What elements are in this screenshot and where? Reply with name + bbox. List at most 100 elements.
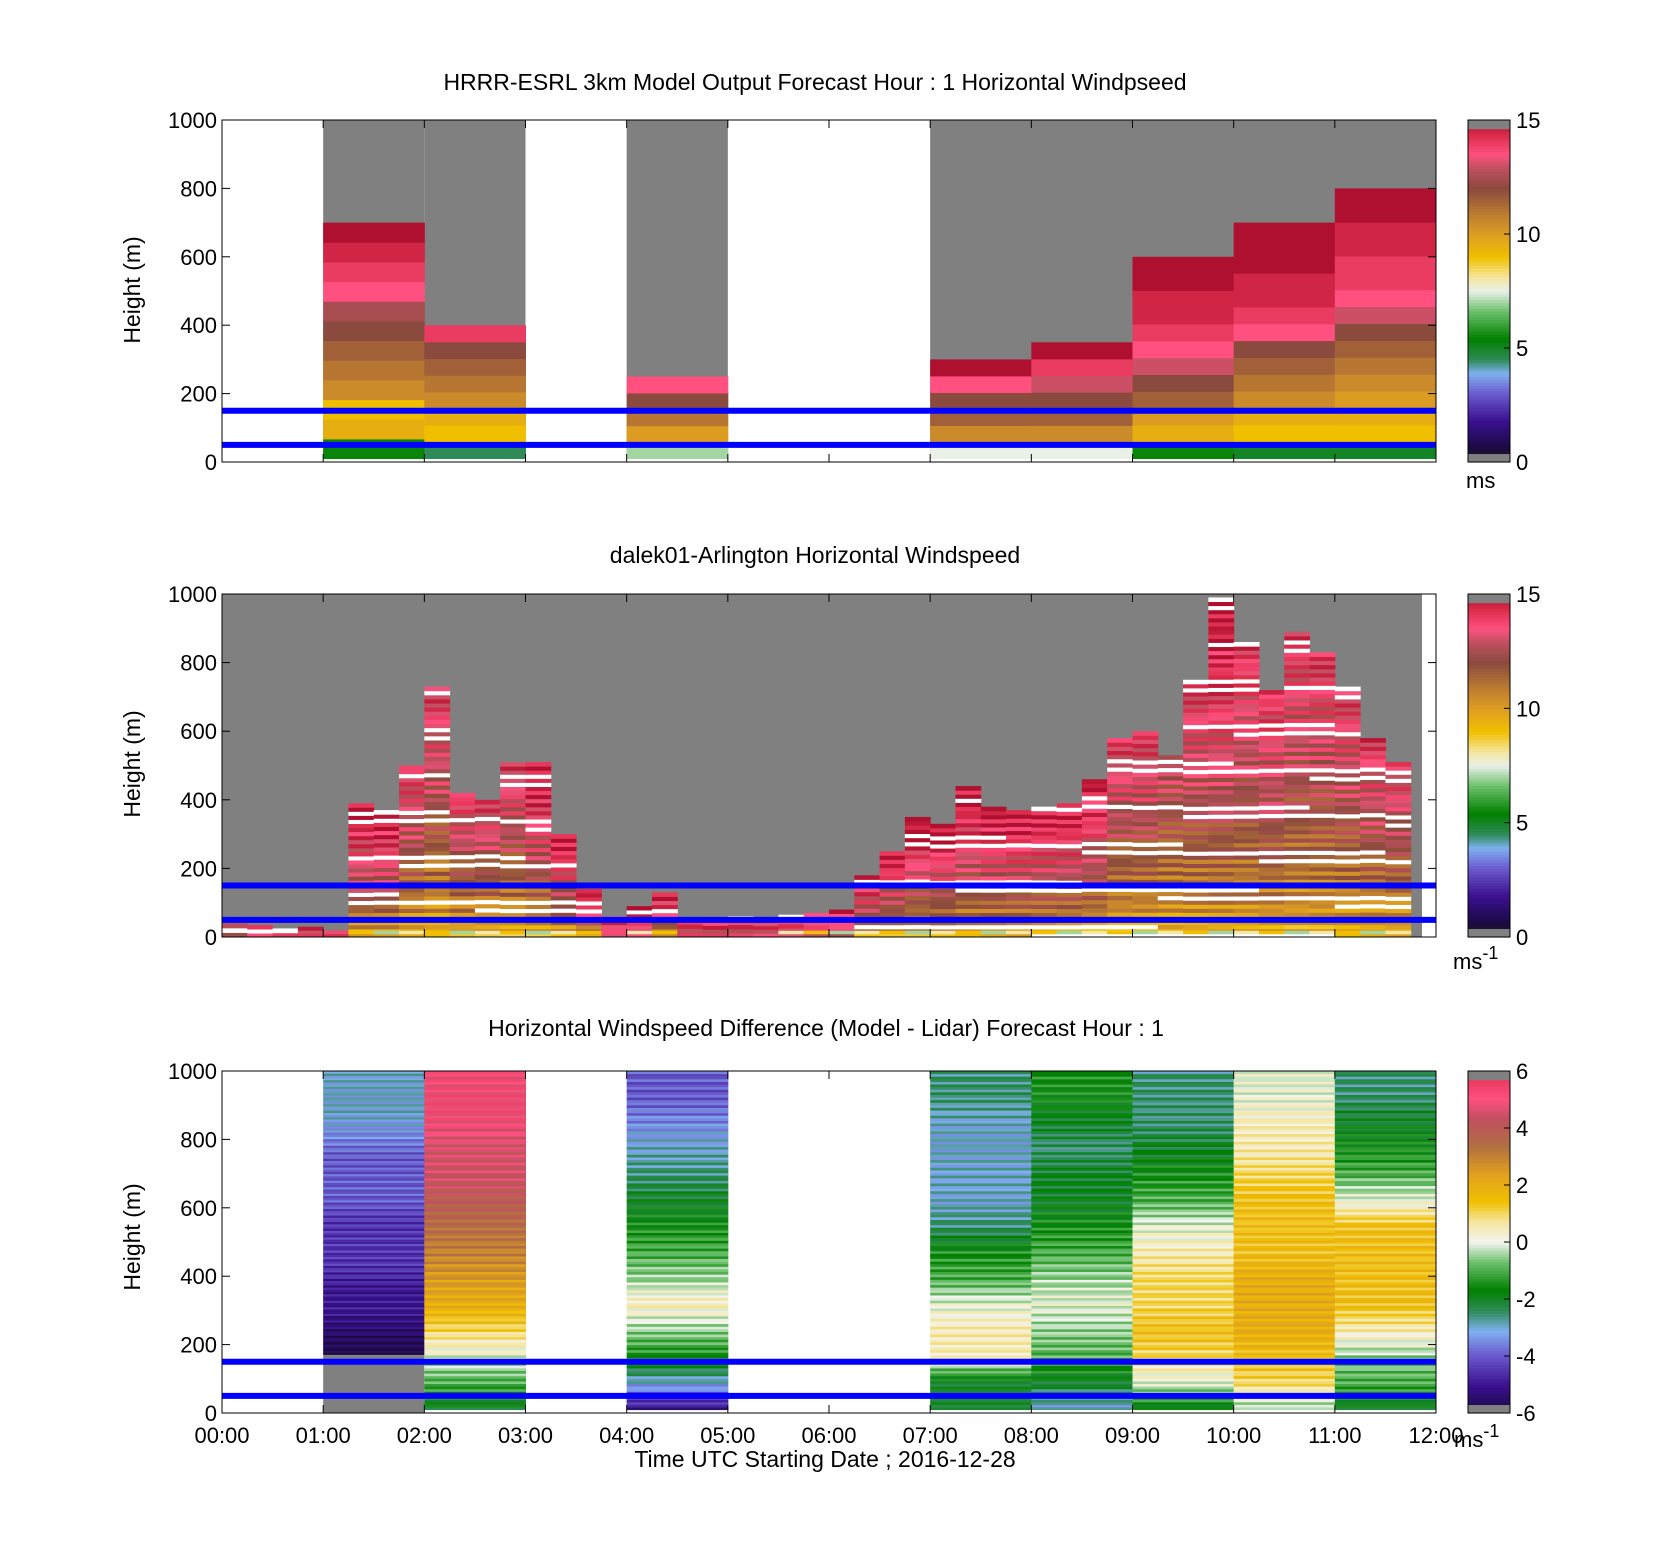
data-cell [424, 789, 451, 794]
data-cell [1006, 826, 1032, 832]
data-cell [424, 1094, 526, 1098]
colorbar-segment [1468, 424, 1510, 429]
data-cell [1056, 803, 1083, 808]
data-cell [626, 1300, 729, 1304]
data-cell [1208, 900, 1235, 905]
data-cell [1284, 747, 1311, 752]
data-cell [1132, 891, 1159, 897]
data-cell [1334, 711, 1361, 716]
data-cell [500, 855, 526, 861]
data-cell [323, 1295, 425, 1299]
data-cell [1233, 1297, 1336, 1301]
data-cell [651, 896, 678, 902]
data-cell [955, 839, 982, 844]
data-cell [1006, 896, 1032, 901]
data-cell [1334, 703, 1361, 708]
data-cell [1208, 855, 1235, 860]
data-cell [1233, 695, 1260, 700]
data-cell [424, 744, 451, 749]
data-cell [1233, 1136, 1336, 1140]
data-cell [955, 818, 982, 824]
data-cell [1107, 779, 1133, 785]
colorbar-segment [1468, 174, 1510, 178]
data-cell [1385, 912, 1412, 918]
data-cell [1031, 1365, 1133, 1369]
data-cell [399, 875, 425, 881]
data-cell [1334, 1399, 1437, 1403]
colorbar-segment [1468, 788, 1510, 792]
data-cell [1208, 842, 1235, 848]
data-cell [829, 930, 855, 935]
data-cell [1284, 796, 1311, 802]
data-cell [1284, 846, 1311, 851]
data-cell [1233, 748, 1260, 754]
data-cell [1183, 679, 1209, 685]
data-cell [930, 1237, 1032, 1241]
colorbar-segment [1468, 659, 1510, 664]
data-cell [626, 1263, 729, 1267]
data-cell [1031, 1130, 1133, 1135]
data-cell [323, 1204, 425, 1207]
x-tick-label: 03:00 [498, 1423, 553, 1448]
data-cell [323, 1119, 425, 1122]
data-cell [626, 1284, 729, 1288]
data-cell [323, 1169, 425, 1172]
data-cell [348, 847, 375, 853]
data-cell [424, 1071, 526, 1075]
data-cell [1334, 760, 1361, 766]
data-cell [1334, 871, 1361, 876]
colorbar-tick-label: 15 [1516, 108, 1540, 133]
colorbar-segment [1468, 1116, 1510, 1121]
data-cell [323, 1147, 425, 1151]
data-cell [1233, 1305, 1336, 1309]
data-cell [1233, 818, 1260, 823]
colorbar-segment [1468, 636, 1510, 641]
data-cell [424, 694, 451, 700]
data-cell [1233, 1203, 1336, 1207]
data-cell [904, 829, 931, 835]
data-cell [980, 851, 1007, 857]
data-cell [1334, 1326, 1437, 1330]
data-cell [348, 912, 375, 918]
data-cell [323, 1134, 425, 1138]
data-cell [1258, 722, 1285, 728]
data-cell [1208, 887, 1235, 893]
data-cell [1132, 809, 1159, 815]
data-cell [1183, 683, 1209, 689]
data-cell [474, 803, 501, 809]
data-cell [1258, 899, 1285, 905]
data-cell [1208, 924, 1235, 930]
data-cell [576, 900, 602, 906]
data-cell [323, 1339, 425, 1343]
data-cell [1132, 1177, 1235, 1181]
colorbar-segment [1468, 251, 1510, 255]
data-cell [980, 839, 1007, 844]
data-cell [930, 1380, 1032, 1385]
data-cell [1208, 720, 1235, 725]
data-cell [930, 1112, 1032, 1116]
data-cell [576, 888, 602, 894]
colorbar-segment [1468, 1227, 1510, 1232]
data-cell [323, 1326, 425, 1330]
data-cell [1132, 1167, 1235, 1171]
data-cell [1056, 904, 1083, 910]
data-cell [323, 1186, 425, 1190]
data-cell [323, 1265, 425, 1269]
colorbar-segment [1468, 1204, 1510, 1209]
colorbar-segment [1468, 702, 1510, 707]
data-cell [1360, 783, 1386, 789]
colorbar-segment [1468, 185, 1510, 189]
data-cell [424, 1078, 526, 1082]
data-cell [1233, 1224, 1336, 1228]
data-cell [1233, 842, 1260, 848]
data-cell [474, 887, 501, 892]
data-cell [1309, 743, 1336, 748]
data-cell [323, 1243, 425, 1247]
data-cell [1334, 879, 1361, 885]
data-cell [323, 1071, 425, 1074]
data-cell [1208, 867, 1235, 873]
data-cell [1385, 802, 1412, 808]
data-cell [424, 1383, 526, 1387]
data-cell [1284, 743, 1311, 748]
colorbar-segment [1468, 273, 1510, 278]
